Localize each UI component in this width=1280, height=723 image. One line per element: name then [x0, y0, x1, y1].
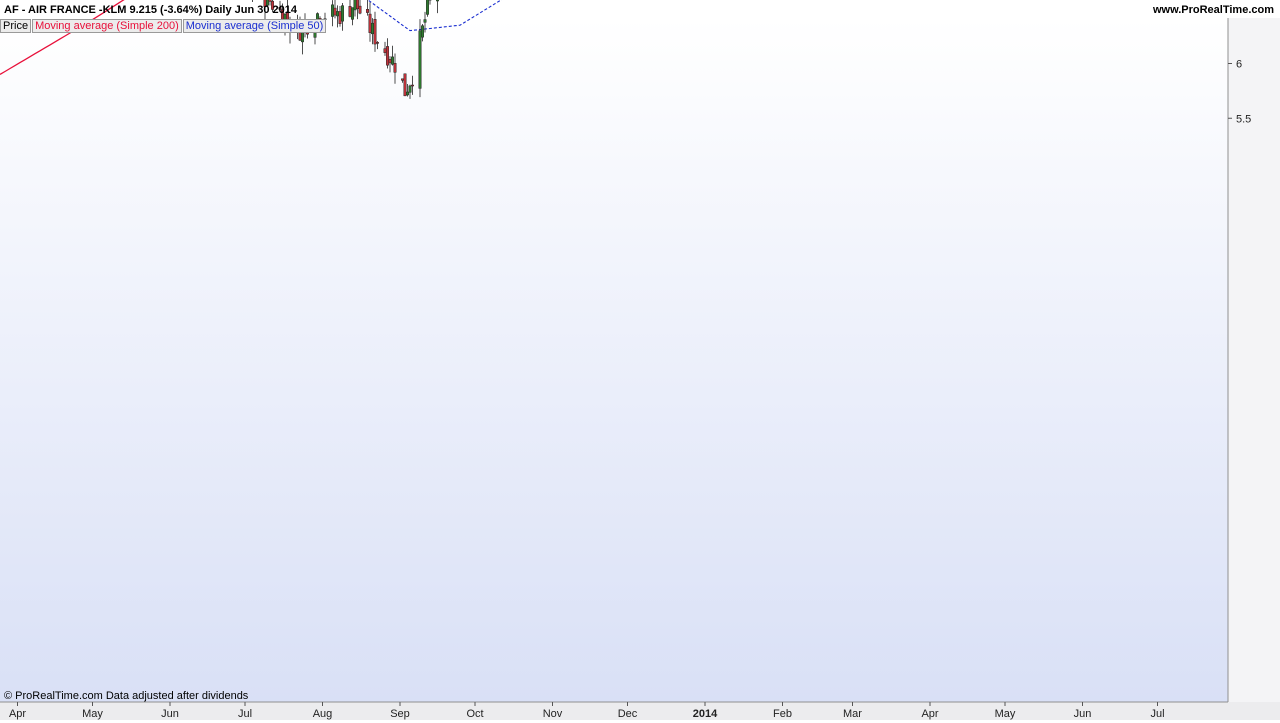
time-axis-label: Jul — [238, 708, 252, 720]
candle-body — [369, 14, 371, 33]
candle-body — [409, 86, 411, 92]
candle-body — [411, 85, 413, 86]
candle-body — [419, 31, 421, 89]
candle-body — [374, 19, 376, 44]
candle-body — [366, 9, 368, 12]
time-axis-label: 2014 — [693, 708, 718, 720]
time-axis-label: Feb — [773, 708, 792, 720]
footer-note: © ProRealTime.com Data adjusted after di… — [4, 689, 248, 703]
time-axis-label: Sep — [390, 708, 410, 720]
candle-body — [359, 6, 361, 13]
candle-body — [421, 26, 423, 37]
time-axis-label: Oct — [466, 708, 483, 720]
time-axis-label: Nov — [543, 708, 563, 720]
candle-body — [341, 6, 343, 22]
time-axis-label: Dec — [618, 708, 638, 720]
site-link[interactable]: www.ProRealTime.com — [1153, 3, 1274, 17]
time-axis-label: Jun — [161, 708, 179, 720]
candle-body — [331, 5, 333, 17]
candle-body — [394, 63, 396, 72]
candle-body — [391, 57, 393, 64]
time-axis-label: Apr — [9, 708, 26, 720]
time-axis-label: May — [995, 708, 1016, 720]
legend-ma200[interactable]: Moving average (Simple 200) — [32, 19, 182, 33]
candle-body — [384, 49, 386, 53]
time-axis-label: Apr — [921, 708, 938, 720]
legend-price[interactable]: Price — [0, 19, 31, 33]
candle-body — [436, 0, 438, 1]
candle-body — [401, 79, 403, 81]
candle-body — [349, 6, 351, 16]
candle-body — [406, 92, 408, 95]
time-axis-label: May — [82, 708, 103, 720]
chart-header-title: AF - AIR FRANCE -KLM 9.215 (-3.64%) Dail… — [4, 3, 297, 17]
candle-body — [336, 11, 338, 16]
candle-body — [389, 59, 391, 63]
candle-body — [351, 8, 353, 20]
time-axis-label: Mar — [843, 708, 862, 720]
candle-body — [269, 0, 271, 1]
candle-body — [339, 11, 341, 23]
price-axis-label: 6 — [1236, 59, 1242, 71]
time-axis-label: Jun — [1074, 708, 1092, 720]
candle-body — [371, 23, 373, 34]
candle-body — [376, 42, 378, 43]
legend-ma50[interactable]: Moving average (Simple 50) — [183, 19, 327, 33]
candle-body — [404, 74, 406, 96]
price-axis-label: 5.5 — [1236, 113, 1251, 125]
candle-body — [356, 0, 358, 9]
candle-body — [386, 46, 388, 65]
time-axis-label: Aug — [313, 708, 333, 720]
time-axis-label: Jul — [1150, 708, 1164, 720]
plot-area — [0, 18, 1228, 702]
candle-body — [334, 8, 336, 15]
candle-body — [426, 0, 428, 14]
indicator-legend: Price Moving average (Simple 200) Moving… — [0, 19, 327, 33]
candle-body — [424, 20, 426, 23]
candle-body — [354, 0, 356, 10]
